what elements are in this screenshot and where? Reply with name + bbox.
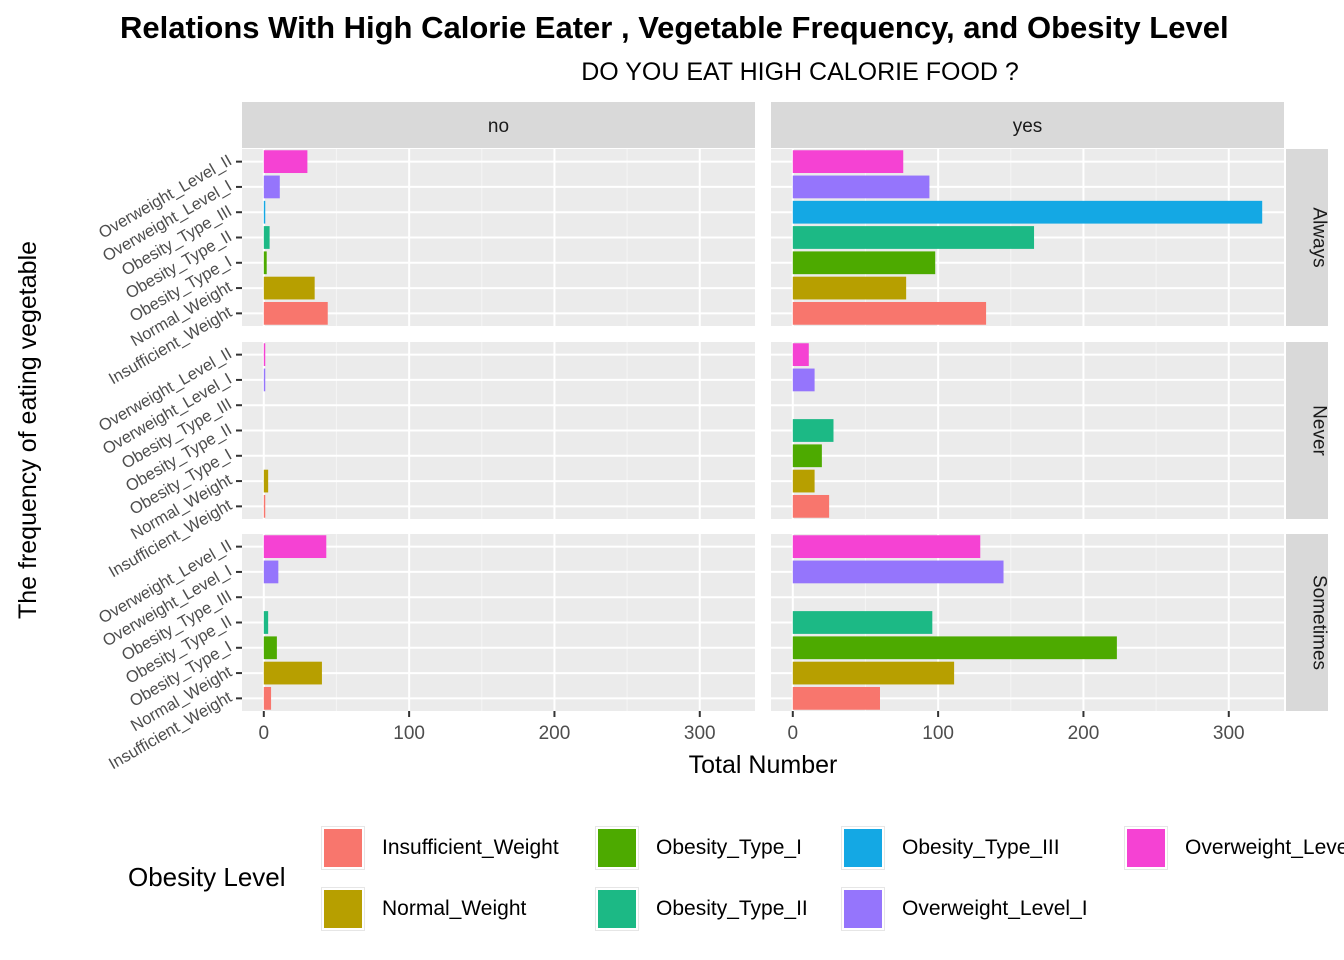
facet-strip-label: Sometimes [1309, 575, 1330, 670]
x-tick-label: 100 [393, 723, 425, 744]
bar-sometimes-no-obesity_type_ii [263, 611, 269, 634]
bar-never-yes-overweight_level_ii [792, 343, 809, 367]
bar-always-yes-obesity_type_i [792, 251, 936, 275]
legend-title: Obesity Level [128, 862, 286, 892]
bar-never-no-overweight_level_i [263, 368, 266, 392]
bar-always-no-obesity_type_ii [263, 226, 270, 249]
legend-swatch [841, 826, 885, 870]
bar-always-no-overweight_level_ii [263, 150, 308, 174]
bar-never-yes-insufficient_weight [792, 494, 830, 518]
legend-label: Obesity_Type_III [902, 836, 1060, 859]
legend-swatch [841, 887, 885, 931]
legend-swatch [595, 887, 639, 931]
legend-label: Normal_Weight [382, 897, 527, 920]
bar-always-yes-overweight_level_ii [792, 150, 904, 174]
legend-label: Obesity_Type_II [656, 897, 808, 920]
legend-label: Insufficient_Weight [382, 836, 559, 859]
legend-swatch [1124, 826, 1168, 870]
bar-always-no-insufficient_weight [263, 301, 328, 325]
legend-item-overweight_level_ii: Overweight_Level_II [1124, 826, 1344, 870]
bar-never-no-insufficient_weight [263, 494, 266, 518]
x-tick-label: 300 [1213, 723, 1245, 744]
x-tick-label: 200 [539, 723, 571, 744]
facet-strip-yes [771, 102, 1284, 148]
bar-sometimes-yes-overweight_level_i [792, 560, 1004, 584]
x-tick-label: 200 [1068, 723, 1100, 744]
legend-item-overweight_level_i: Overweight_Level_I [841, 887, 1088, 931]
bar-always-no-overweight_level_i [263, 175, 280, 199]
chart-subtitle: DO YOU EAT HIGH CALORIE FOOD ? [581, 58, 1019, 86]
bar-always-yes-overweight_level_i [792, 175, 930, 199]
facet-strip-never [1286, 342, 1328, 519]
bar-always-yes-insufficient_weight [792, 301, 987, 325]
bar-always-yes-normal_weight [792, 276, 907, 300]
facet-strip-label: yes [1013, 116, 1043, 137]
bar-never-no-overweight_level_ii [263, 343, 266, 367]
x-tick-label: 0 [259, 723, 270, 744]
facet-strip-no [242, 102, 755, 148]
facet-strip-label: no [488, 116, 509, 137]
bar-never-yes-obesity_type_ii [792, 419, 834, 442]
legend-item-obesity_type_i: Obesity_Type_I [595, 826, 802, 870]
bar-sometimes-no-overweight_level_i [263, 560, 279, 584]
x-axis-title: Total Number [689, 751, 838, 779]
legend-item-obesity_type_iii: Obesity_Type_III [841, 826, 1060, 870]
facet-strip-label: Never [1309, 405, 1330, 456]
bar-always-no-normal_weight [263, 276, 315, 300]
bar-sometimes-yes-overweight_level_ii [792, 535, 981, 559]
bar-sometimes-yes-obesity_type_i [792, 636, 1117, 660]
legend-item-insufficient_weight: Insufficient_Weight [321, 826, 559, 870]
legend-item-obesity_type_ii: Obesity_Type_II [595, 887, 808, 931]
bar-sometimes-yes-insufficient_weight [792, 686, 880, 710]
bar-never-yes-obesity_type_i [792, 444, 822, 468]
legend-swatch [321, 826, 365, 870]
x-tick-label: 300 [684, 723, 716, 744]
bar-always-no-obesity_type_i [263, 251, 267, 275]
bar-sometimes-no-normal_weight [263, 661, 322, 685]
legend-label: Obesity_Type_I [656, 836, 802, 859]
legend-label: Overweight_Level_II [1185, 836, 1344, 859]
facet-strip-sometimes [1286, 534, 1328, 711]
bar-sometimes-yes-normal_weight [792, 661, 955, 685]
faceted-bar-chart: no yesAlwaysNeverSometimesInsufficient_We… [14, 102, 1330, 779]
legend-swatch [595, 826, 639, 870]
bar-never-yes-normal_weight [792, 469, 815, 493]
chart-title: Relations With High Calorie Eater , Vege… [120, 10, 1229, 45]
legend-item-normal_weight: Normal_Weight [321, 887, 527, 931]
legend-label: Overweight_Level_I [902, 897, 1088, 920]
x-tick-label: 0 [788, 723, 799, 744]
bar-sometimes-no-obesity_type_i [263, 636, 277, 660]
facet-strip-label: Always [1309, 207, 1330, 267]
facet-strip-always [1286, 149, 1328, 326]
bar-never-yes-overweight_level_i [792, 368, 815, 392]
bar-never-no-normal_weight [263, 469, 269, 493]
bar-sometimes-yes-obesity_type_ii [792, 611, 933, 634]
bar-sometimes-no-insufficient_weight [263, 686, 272, 710]
x-tick-label: 100 [922, 723, 954, 744]
y-axis-title: The frequency of eating vegetable [14, 241, 42, 619]
bar-always-yes-obesity_type_iii [792, 200, 1263, 224]
bar-always-no-obesity_type_iii [263, 200, 266, 224]
legend-swatch [321, 887, 365, 931]
bar-sometimes-no-overweight_level_ii [263, 535, 327, 559]
bar-always-yes-obesity_type_ii [792, 226, 1035, 249]
